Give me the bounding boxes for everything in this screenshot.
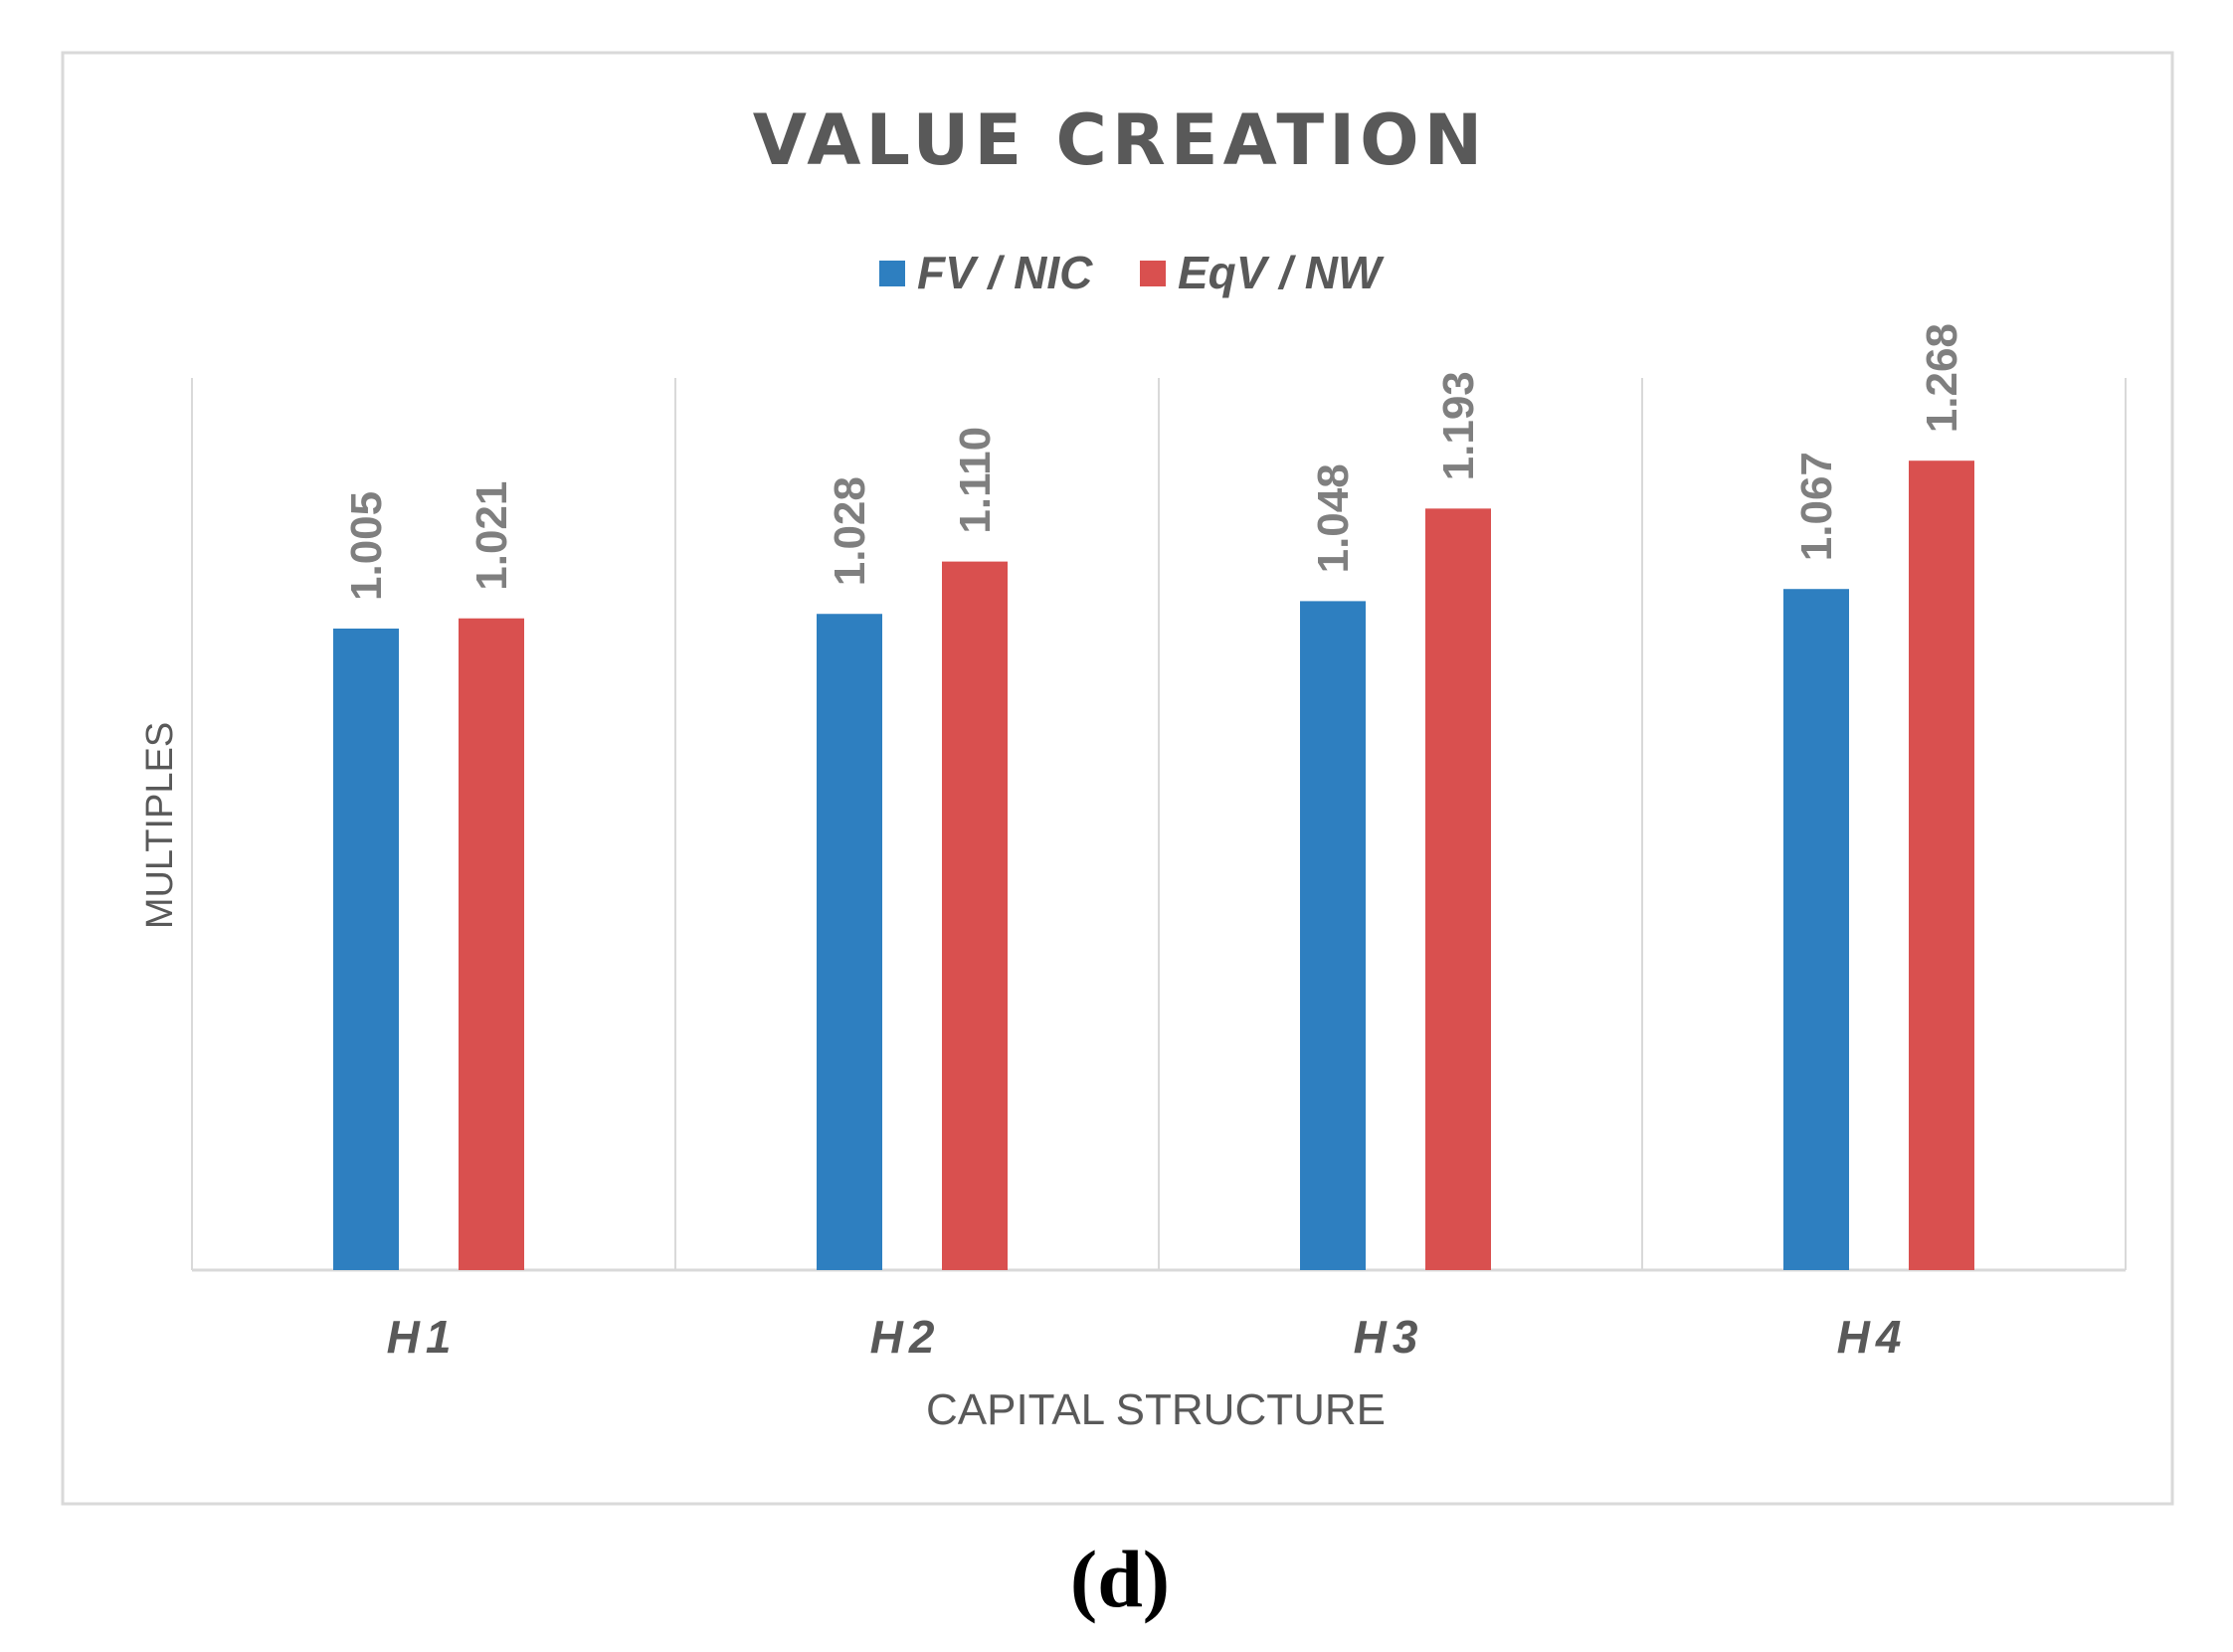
x-tick-label-h3: H3 xyxy=(1354,1311,1424,1363)
y-axis-title: MULTIPLES xyxy=(139,722,181,929)
bar-h2-series-1 xyxy=(817,614,882,1270)
figure-caption: (d) xyxy=(1070,1534,1170,1624)
data-labels: 1.005 1.021 1.028 1.110 1.048 1.193 1.067 1.268 xyxy=(342,323,1966,601)
data-label-h4-series-2: 1.268 xyxy=(1918,323,1966,433)
legend-swatch-1 xyxy=(879,261,905,286)
legend-label-2: EqV / NW xyxy=(1178,247,1385,298)
bar-h1-series-1 xyxy=(333,629,399,1270)
bar-h4-series-2 xyxy=(1909,460,1974,1270)
legend: FV / NIC EqV / NW xyxy=(879,247,1385,298)
x-axis-title: CAPITAL STRUCTURE xyxy=(926,1385,1386,1434)
bar-h1-series-2 xyxy=(459,618,524,1270)
legend-label-1: FV / NIC xyxy=(917,247,1093,298)
x-axis-ticks: H1 H2 H3 H4 xyxy=(387,1311,1908,1363)
bars xyxy=(333,460,1974,1271)
bar-h4-series-1 xyxy=(1783,589,1849,1270)
data-label-h4-series-1: 1.067 xyxy=(1792,452,1841,561)
chart-title: VALUE CREATION xyxy=(753,99,1487,181)
bar-h3-series-1 xyxy=(1300,601,1366,1270)
data-label-h2-series-1: 1.028 xyxy=(826,476,874,586)
data-label-h1-series-1: 1.005 xyxy=(342,491,391,601)
bar-h2-series-2 xyxy=(942,561,1008,1270)
x-tick-label-h4: H4 xyxy=(1837,1311,1908,1363)
data-label-h3-series-1: 1.048 xyxy=(1309,463,1358,573)
data-label-h1-series-2: 1.021 xyxy=(467,481,516,591)
x-tick-label-h2: H2 xyxy=(870,1311,941,1363)
x-tick-label-h1: H1 xyxy=(387,1311,458,1363)
bar-h3-series-2 xyxy=(1425,508,1491,1271)
data-label-h3-series-2: 1.193 xyxy=(1434,371,1483,480)
legend-swatch-2 xyxy=(1140,261,1166,286)
data-label-h2-series-2: 1.110 xyxy=(951,427,1000,534)
